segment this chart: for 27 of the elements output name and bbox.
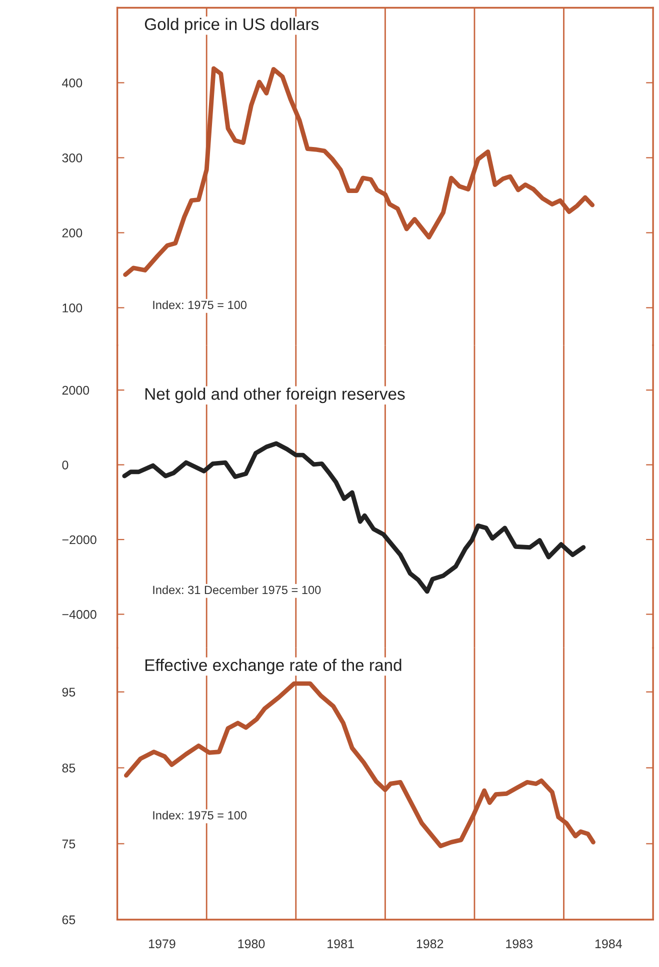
y-tick-label: 85 <box>62 764 76 772</box>
y-tick-label: 65 <box>62 915 76 924</box>
annotation: Index: 1975 = 100 <box>153 300 247 310</box>
x-tick-label: 1980 <box>238 939 265 948</box>
text: Gold price in US dollars <box>144 18 319 34</box>
x-tick-label: 1984 <box>595 939 622 948</box>
line-series <box>124 681 596 848</box>
y-tick-label: 0 <box>62 460 68 470</box>
x-tick-label: 1982 <box>416 939 444 948</box>
annotation: Index: 31 December 1975 = 100 <box>153 585 321 594</box>
line-series <box>122 441 586 594</box>
y-tick-label: 100 <box>62 304 82 312</box>
text: Effective exchange rate of the rand <box>145 658 402 674</box>
y-tick-label: 400 <box>62 78 82 88</box>
y-tick-label: 75 <box>62 840 76 848</box>
y-tick-label: −4000 <box>62 610 96 619</box>
x-tick-label: 1979 <box>149 939 176 948</box>
y-tick-label: 300 <box>62 154 82 162</box>
y-tick-label: −2000 <box>62 535 96 544</box>
annotation: Index: 1975 = 100 <box>153 810 247 820</box>
line-series <box>123 66 595 277</box>
y-tick-label: 95 <box>62 688 76 697</box>
x-tick-label: 1981 <box>328 939 354 948</box>
y-tick-label: 200 <box>62 228 82 238</box>
text: Net gold and other foreign reserves <box>145 388 405 404</box>
y-tick-label: 2000 <box>62 386 90 395</box>
x-tick-label: 1983 <box>506 939 532 948</box>
